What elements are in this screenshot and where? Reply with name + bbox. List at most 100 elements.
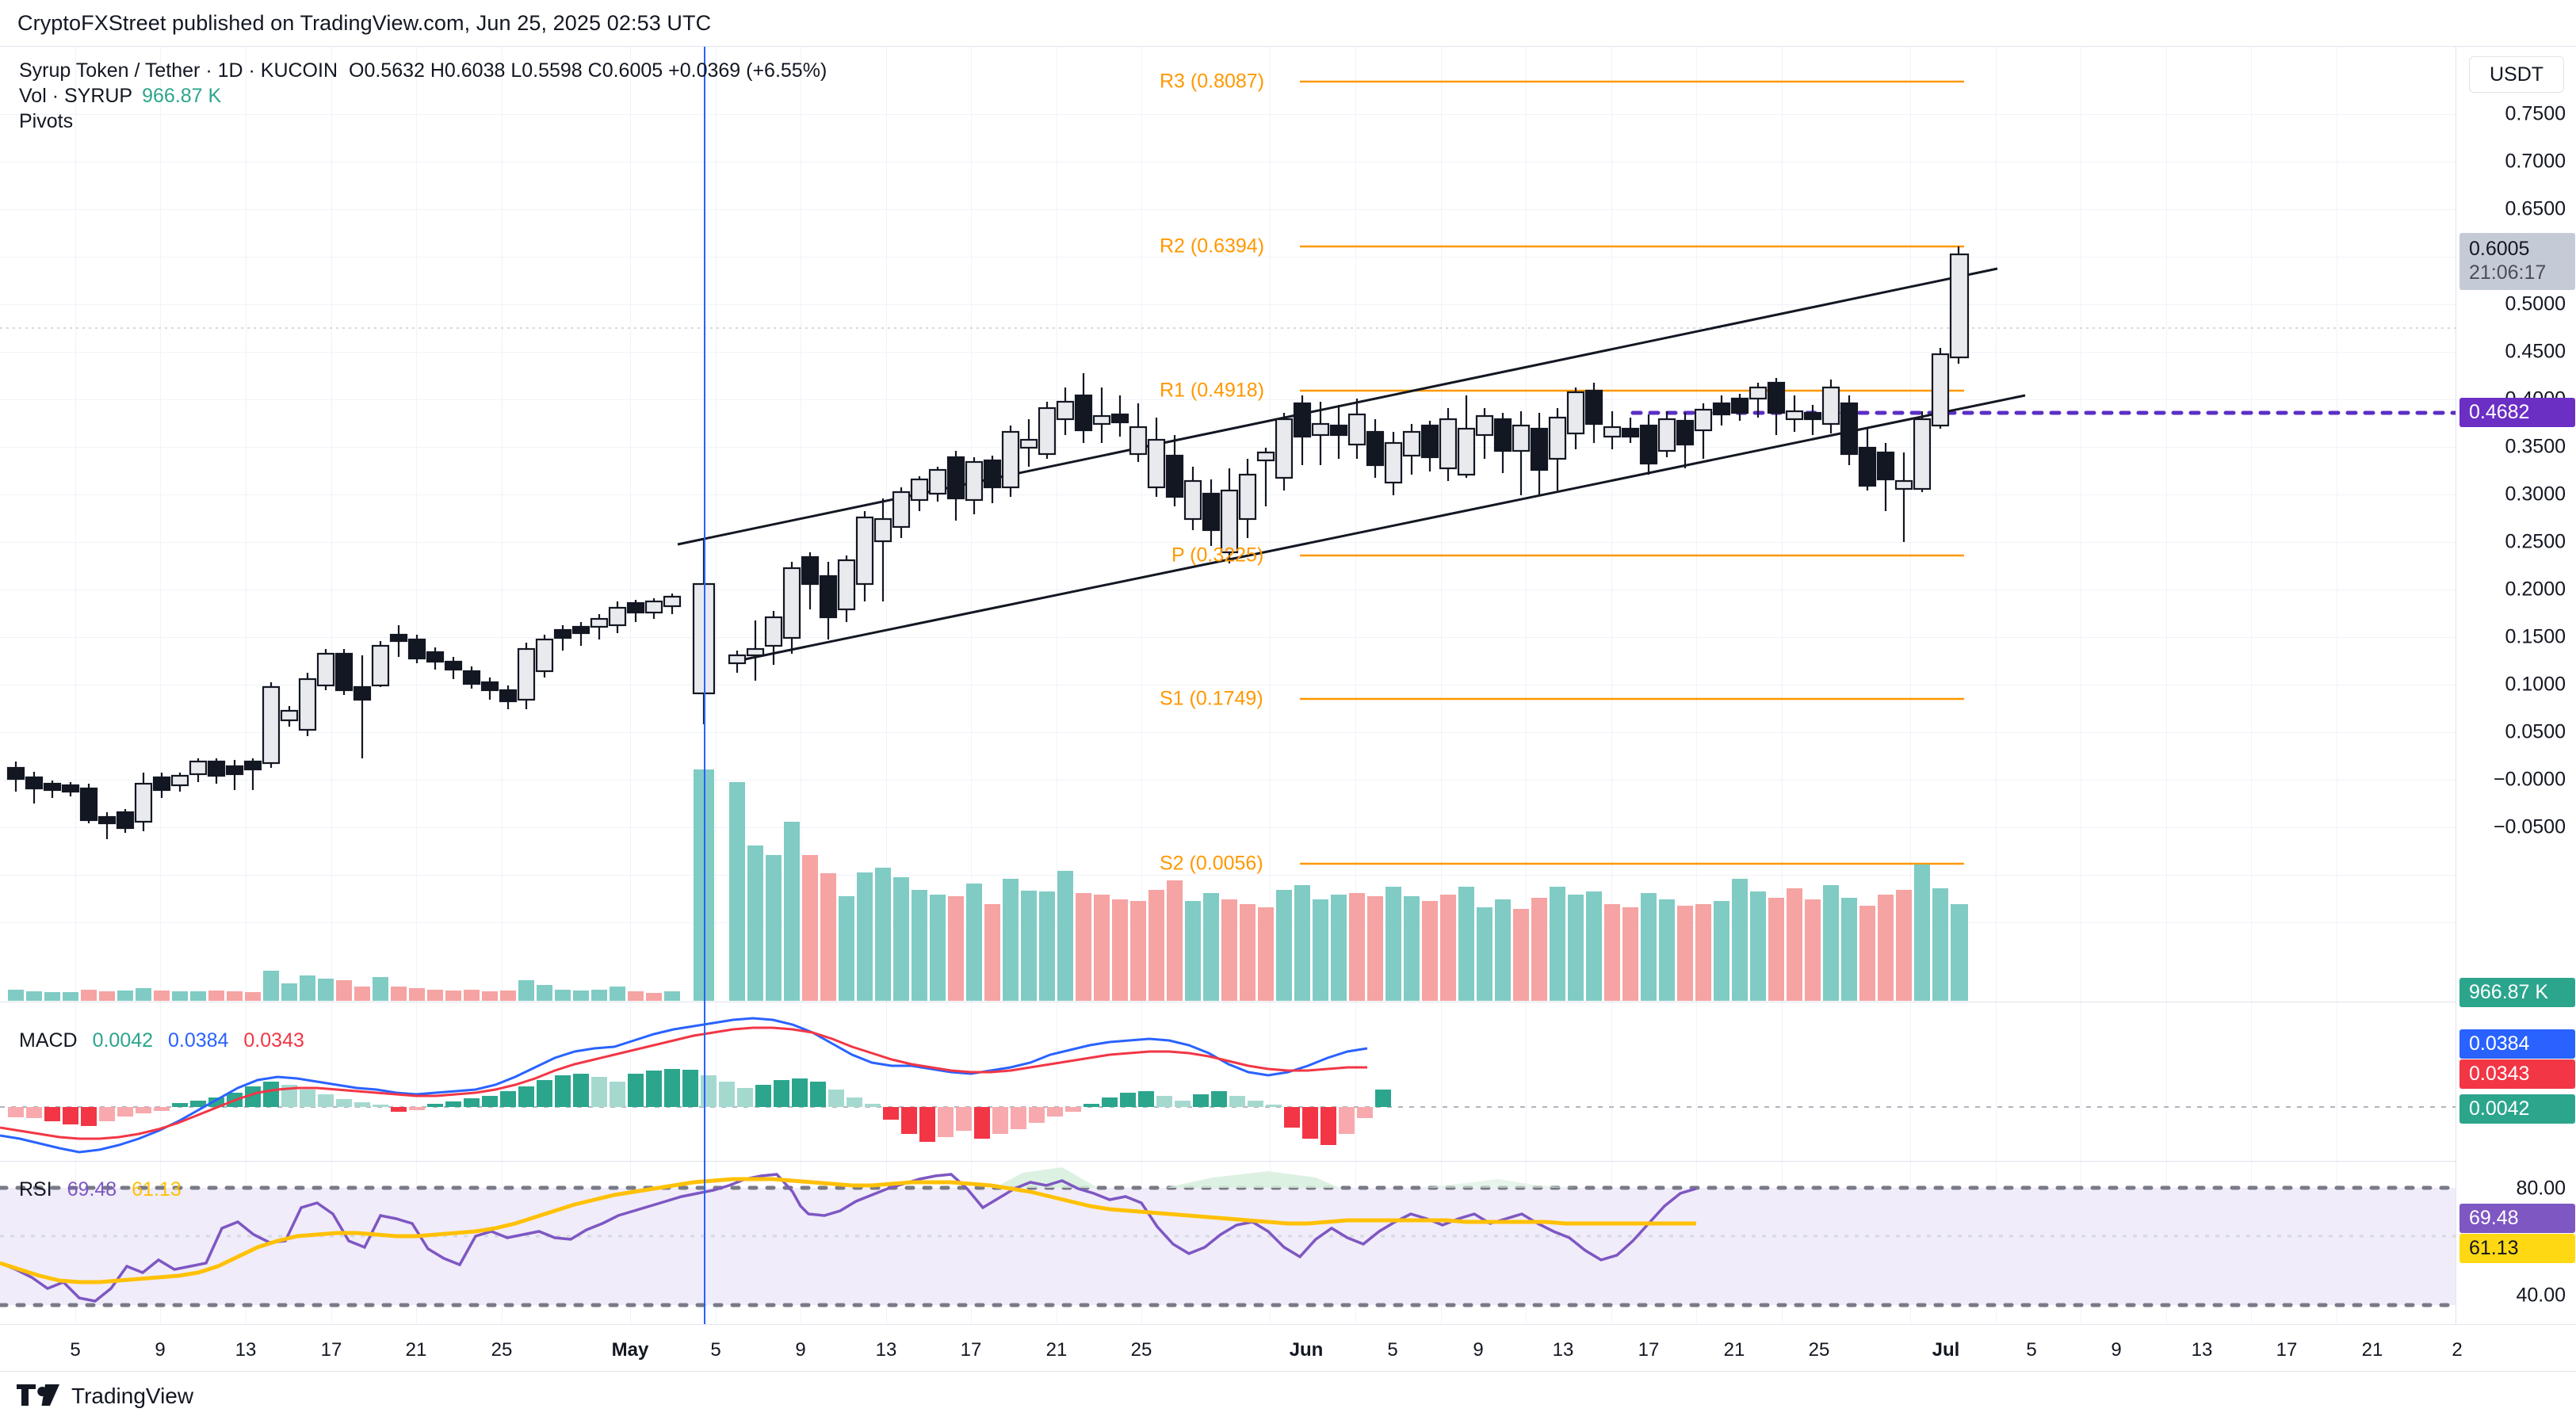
time-axis[interactable]: 5 9 13 17 21 25 May 5 9 13 17 21 25 Jun … — [0, 1324, 2576, 1372]
footer-bar: TradingView — [0, 1371, 2576, 1420]
time-tick: 17 — [1638, 1339, 1660, 1361]
pivot-value-badge[interactable]: 0.4682 — [2459, 398, 2575, 427]
macd-legend-hist: 0.0042 — [92, 1029, 154, 1052]
macd-legend-name[interactable]: MACD — [19, 1029, 78, 1052]
rsi-chart — [0, 1167, 2456, 1307]
legend-ohlc: O0.5632 H0.6038 L0.5598 C0.6005 +0.0369 … — [349, 59, 827, 82]
gridline — [971, 47, 972, 1324]
gridline — [416, 47, 417, 1324]
gridline — [1355, 47, 1356, 1324]
rsi-tick-upper: 80.00 — [2516, 1177, 2566, 1200]
gridline — [0, 399, 2456, 400]
chart-legend: Syrup Token / Tether · 1D · KUCOIN O0.56… — [19, 58, 827, 134]
rsi-value-badge[interactable]: 69.48 — [2459, 1204, 2575, 1233]
legend-volume-value: 966.87 K — [142, 85, 222, 107]
price-axis[interactable]: USDT 0.7500 0.7000 0.6500 0.5500 0.5000 … — [2456, 47, 2576, 1324]
channel-lower-line — [736, 394, 2026, 662]
gridline — [1996, 47, 1997, 1324]
macd-legend-macd: 0.0384 — [167, 1029, 229, 1052]
gridline — [0, 257, 2456, 258]
time-tick: 5 — [2026, 1339, 2037, 1361]
time-tick: 13 — [235, 1339, 257, 1361]
macd-histogram — [8, 1069, 1391, 1145]
macd-hist-badge[interactable]: 0.0042 — [2459, 1094, 2575, 1124]
channel-upper-line — [677, 267, 1998, 546]
time-tick: 13 — [1552, 1339, 1574, 1361]
pivot-label-s2: S2 (0.0056) — [1160, 852, 1263, 875]
price-tick: −0.0500 — [2493, 815, 2566, 838]
last-price-badge[interactable]: 0.6005 21:06:17 — [2459, 233, 2575, 290]
pivot-label-r2: R2 (0.6394) — [1160, 235, 1265, 258]
gridline — [160, 47, 161, 1324]
rsi-legend-name[interactable]: RSI — [19, 1178, 52, 1201]
gridline — [886, 47, 887, 1324]
time-tick-month: Jun — [1289, 1339, 1324, 1361]
gridline — [716, 47, 717, 1324]
time-tick: 17 — [320, 1339, 342, 1361]
gridline — [1441, 47, 1442, 1324]
time-tick: 5 — [1387, 1339, 1398, 1361]
candle-series — [6, 246, 1970, 839]
macd-signal-line — [0, 1026, 1367, 1140]
gridline — [0, 352, 2456, 353]
macd-legend-signal: 0.0343 — [243, 1029, 304, 1052]
gridline — [1141, 47, 1142, 1324]
macd-legend: MACD 0.0042 0.0384 0.0343 — [19, 1029, 304, 1052]
price-tick: −0.0000 — [2493, 768, 2566, 791]
price-tick: 0.2000 — [2505, 578, 2566, 601]
gridline — [0, 114, 2456, 115]
time-tick: 5 — [70, 1339, 81, 1361]
pane-separator-rsi — [0, 1161, 2456, 1162]
time-tick: 21 — [1723, 1339, 1745, 1361]
gridline — [0, 780, 2456, 781]
pivot-label-p: P (0.3225) — [1171, 544, 1264, 567]
legend-symbol[interactable]: Syrup Token / Tether · 1D · KUCOIN — [19, 59, 338, 82]
gridline — [0, 732, 2456, 733]
volume-series — [8, 769, 1968, 1001]
macd-signal-badge[interactable]: 0.0343 — [2459, 1059, 2575, 1089]
pivot-label-s1: S1 (0.1749) — [1160, 687, 1263, 710]
price-tick: 0.6500 — [2505, 197, 2566, 220]
legend-volume-row: Vol · SYRUP 966.87 K — [19, 83, 827, 109]
time-tick-month: May — [611, 1339, 649, 1361]
gridline — [1611, 47, 1612, 1324]
gridline — [75, 47, 76, 1324]
attribution-text: CryptoFXStreet published on TradingView.… — [17, 10, 712, 35]
macd-chart — [0, 1017, 2456, 1154]
macd-line-badge[interactable]: 0.0384 — [2459, 1029, 2575, 1059]
volume-badge[interactable]: 966.87 K — [2459, 978, 2575, 1007]
tradingview-brand[interactable]: TradingView — [71, 1383, 194, 1408]
currency-label: USDT — [2489, 63, 2544, 86]
time-tick: 9 — [795, 1339, 806, 1361]
price-tick: 0.5000 — [2505, 292, 2566, 315]
gridline — [1270, 47, 1271, 1324]
rsi-ma-badge[interactable]: 61.13 — [2459, 1234, 2575, 1263]
gridline — [0, 209, 2456, 210]
rsi-ma-line — [0, 1177, 1696, 1284]
legend-volume-name[interactable]: Vol · SYRUP — [19, 85, 133, 107]
time-tick: 13 — [875, 1339, 897, 1361]
price-candlestick-chart — [0, 80, 2456, 1001]
legend-pivots-name[interactable]: Pivots — [19, 110, 74, 132]
time-tick: 21 — [1045, 1339, 1068, 1361]
gridline — [502, 47, 503, 1324]
gridline — [246, 47, 247, 1324]
gridline — [0, 447, 2456, 448]
time-tick: 13 — [2191, 1339, 2213, 1361]
tradingview-logo-icon[interactable] — [16, 1384, 60, 1408]
plot-area[interactable]: R3 (0.8087) R2 (0.6394) R1 (0.4918) P (0… — [0, 47, 2456, 1324]
crosshair-vertical-line[interactable] — [704, 47, 705, 1324]
rsi-overbought-fill-1 — [995, 1167, 1098, 1188]
currency-badge[interactable]: USDT — [2469, 56, 2564, 93]
pivot-label-r3: R3 (0.8087) — [1160, 70, 1265, 93]
time-tick: 2 — [2452, 1339, 2463, 1361]
pivot-label-r1: R1 (0.4918) — [1160, 379, 1265, 402]
time-tick: 17 — [2276, 1339, 2298, 1361]
rsi-overbought-fill-3 — [1419, 1179, 1577, 1188]
time-tick: 25 — [491, 1339, 513, 1361]
price-tick: 0.4500 — [2505, 340, 2566, 363]
gridline — [0, 304, 2456, 305]
time-tick: 9 — [2111, 1339, 2122, 1361]
price-tick: 0.1500 — [2505, 625, 2566, 648]
gridline — [1696, 47, 1697, 1324]
